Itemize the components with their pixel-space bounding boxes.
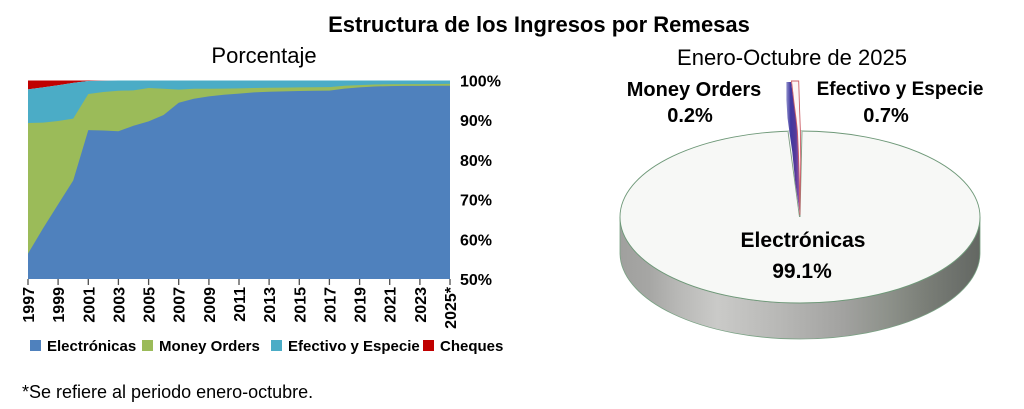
svg-text:Enero-Octubre de 2025: Enero-Octubre de 2025 xyxy=(677,45,907,70)
svg-text:2005: 2005 xyxy=(142,287,159,323)
svg-text:2001: 2001 xyxy=(81,287,98,323)
svg-text:50%: 50% xyxy=(460,272,492,289)
svg-text:0.7%: 0.7% xyxy=(863,105,909,127)
svg-text:Porcentaje: Porcentaje xyxy=(211,43,316,68)
svg-text:2011: 2011 xyxy=(232,287,249,322)
svg-text:99.1%: 99.1% xyxy=(772,260,832,283)
svg-text:2013: 2013 xyxy=(262,287,279,323)
svg-text:Efectivo y Especie: Efectivo y Especie xyxy=(288,338,420,355)
svg-text:2025*: 2025* xyxy=(443,286,460,329)
svg-text:100%: 100% xyxy=(460,74,501,91)
svg-text:Cheques: Cheques xyxy=(440,338,503,355)
svg-text:2003: 2003 xyxy=(111,287,128,323)
svg-text:1999: 1999 xyxy=(51,287,68,323)
svg-text:*Se refiere al periodo enero-o: *Se refiere al periodo enero-octubre. xyxy=(22,382,313,402)
svg-text:80%: 80% xyxy=(460,153,492,170)
svg-text:2017: 2017 xyxy=(322,287,339,323)
svg-text:90%: 90% xyxy=(460,113,492,130)
svg-text:2015: 2015 xyxy=(292,287,309,323)
svg-text:Electrónicas: Electrónicas xyxy=(47,338,136,355)
svg-text:2023: 2023 xyxy=(413,287,430,323)
svg-text:60%: 60% xyxy=(460,232,492,249)
svg-text:70%: 70% xyxy=(460,193,492,210)
svg-text:2009: 2009 xyxy=(202,287,219,323)
svg-text:Efectivo y Especie: Efectivo y Especie xyxy=(817,79,984,100)
svg-text:2007: 2007 xyxy=(172,287,189,323)
svg-text:Electrónicas: Electrónicas xyxy=(741,229,866,252)
svg-text:Money Orders: Money Orders xyxy=(159,338,260,355)
svg-text:Estructura de los Ingresos por: Estructura de los Ingresos por Remesas xyxy=(328,12,750,37)
svg-text:1997: 1997 xyxy=(21,287,38,323)
svg-text:2021: 2021 xyxy=(383,287,400,323)
svg-text:0.2%: 0.2% xyxy=(667,105,713,127)
svg-text:Money Orders: Money Orders xyxy=(627,79,761,101)
svg-text:2019: 2019 xyxy=(353,287,370,323)
